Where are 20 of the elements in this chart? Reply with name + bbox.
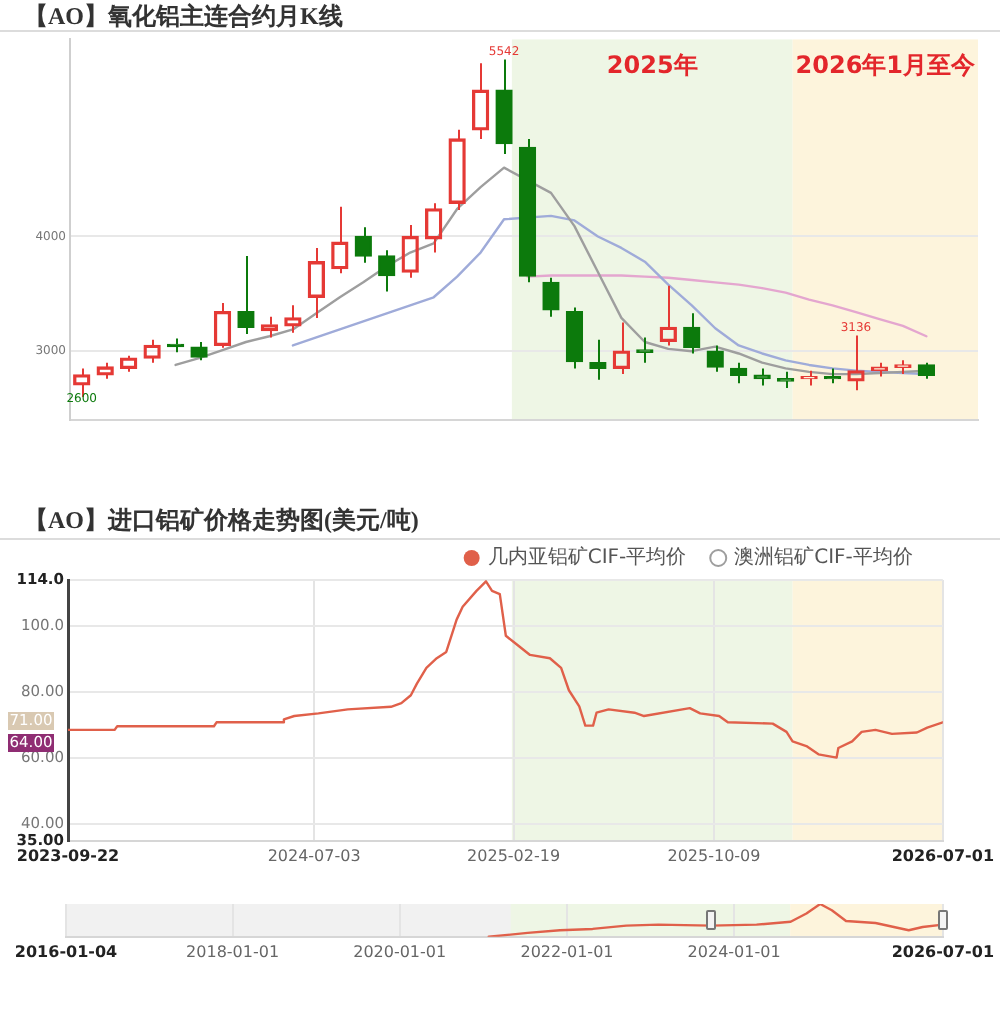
x-tick-label: 2025-10-09 <box>667 846 761 865</box>
chart-title: 【AO】进口铝矿价格走势图(美元/吨) <box>24 506 419 534</box>
annotation: 2026年1月至今 <box>795 51 978 80</box>
legend-label: 几内亚铝矿CIF-平均价 <box>487 545 687 570</box>
candlestick <box>589 338 607 381</box>
legend-label: 澳洲铝矿CIF-平均价 <box>734 545 913 570</box>
x-tick-label: 2023-09-22 <box>16 846 120 865</box>
x-tick-label: 2025-02-19 <box>467 846 561 865</box>
x-tick-label: 2016-01-04 <box>14 942 119 961</box>
candlestick <box>495 58 513 155</box>
x-tick-label: 2024-01-01 <box>687 942 781 961</box>
annotation: 2025年 <box>606 51 698 80</box>
candlestick <box>753 367 771 387</box>
x-tick-label: 2018-01-01 <box>186 942 280 961</box>
x-tick-label: 2024-07-03 <box>267 846 361 865</box>
x-tick-label: 2026-07-01 <box>891 846 995 865</box>
x-tick-label: 2020-01-01 <box>353 942 447 961</box>
x-tick-label: 2026-07-01 <box>891 942 995 961</box>
x-tick-label: 2022-01-01 <box>520 942 614 961</box>
chart-title: 【AO】氧化铝主连合约月K线 <box>24 2 343 30</box>
